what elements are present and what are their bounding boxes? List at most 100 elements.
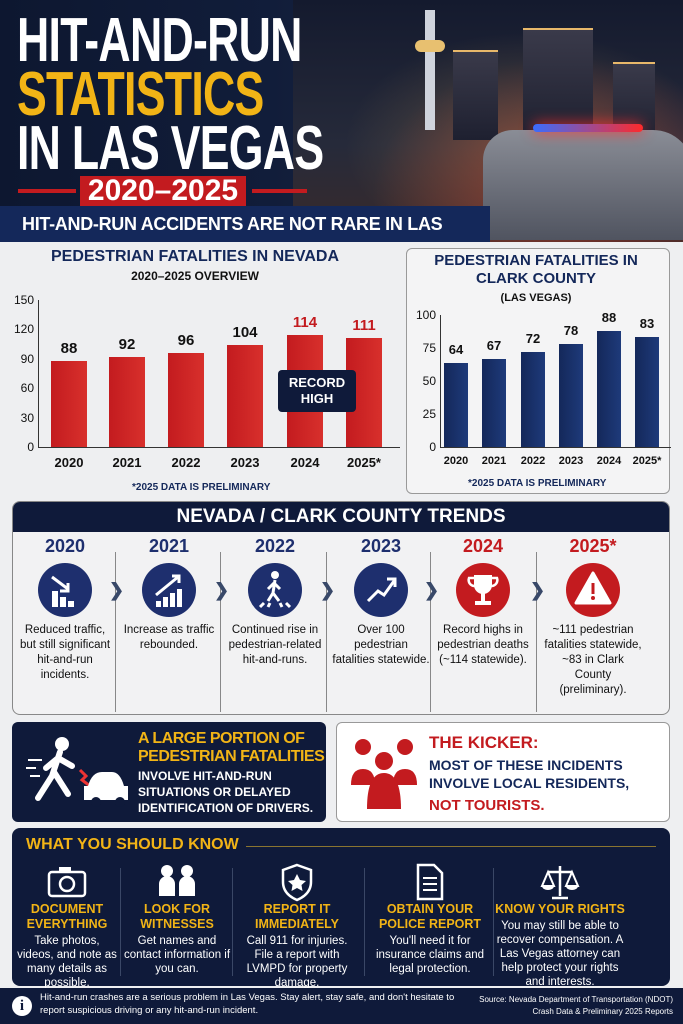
bar-value-label: 83 — [639, 316, 655, 332]
know-text: Take photos, videos, and note as many de… — [17, 935, 117, 989]
y-tick-label: 120 — [13, 322, 34, 337]
x-tick-label: 2021 — [481, 455, 507, 467]
city-night-image — [293, 0, 683, 242]
footer-source: Source: Nevada Department of Transportat… — [465, 994, 673, 1018]
x-tick-label: 2024 — [596, 455, 622, 467]
trend-item-2020: 2020 Reduced traffic, but still significa… — [16, 536, 114, 683]
bar — [168, 352, 204, 447]
x-tick-label: 2023 — [230, 455, 260, 470]
x-tick-label: 2020 — [443, 455, 469, 467]
divider — [18, 189, 76, 193]
y-tick-label: 50 — [422, 374, 436, 388]
chart-up-icon — [142, 563, 196, 617]
building — [523, 28, 593, 138]
police-badge-icon — [236, 862, 358, 902]
trend-year: 2024 — [462, 536, 504, 556]
y-axis-line — [38, 300, 39, 447]
trend-year: 2022 — [254, 536, 296, 556]
know-text: Call 911 for injuries. File a report wit… — [246, 935, 348, 989]
bar-value-label: 92 — [118, 335, 136, 353]
trend-year: 2023 — [360, 536, 402, 556]
trend-text: ~111 pedestrian fatalities statewide, ~8… — [544, 624, 642, 696]
camera-icon — [16, 862, 118, 902]
divider — [364, 868, 365, 976]
chevron-right-icon: ❯ — [424, 580, 440, 600]
divider — [252, 189, 307, 193]
chevron-right-icon: ❯ — [109, 580, 125, 600]
divider — [536, 552, 537, 712]
trend-year: 2020 — [44, 536, 86, 556]
y-tick-label: 60 — [20, 381, 34, 396]
y-tick-label: 0 — [429, 440, 436, 454]
chart-down-icon — [38, 563, 92, 617]
know-title: WHAT YOU SHOULD KNOW — [26, 836, 239, 853]
trend-up-icon — [354, 563, 408, 617]
divider — [115, 552, 116, 712]
bar-value-label: 64 — [448, 341, 464, 357]
know-text: You'll need it for insurance claims and … — [375, 935, 485, 975]
stratosphere-tower — [425, 10, 435, 130]
know-text: Get names and contact information if you… — [123, 935, 231, 975]
bar-value-label: 78 — [563, 323, 579, 339]
x-tick-label: 2025* — [632, 455, 662, 467]
divider — [326, 552, 327, 712]
chevron-right-icon: ❯ — [214, 580, 230, 600]
document-icon — [371, 862, 489, 902]
trend-text: Continued rise in pedestrian-related hit… — [228, 624, 322, 666]
bar-value-label: 88 — [601, 309, 617, 325]
trend-text: Record highs in pedestrian deaths (~114 … — [437, 624, 529, 666]
bar — [109, 356, 145, 447]
hero-banner: HIT-AND-RUN STATISTICS IN LAS VEGAS 2020… — [0, 0, 683, 242]
footer-message: Hit-and-run crashes are a serious proble… — [40, 992, 455, 1016]
divider — [232, 868, 233, 976]
bar — [51, 360, 87, 447]
divider — [220, 552, 221, 712]
police-car — [483, 130, 683, 240]
trend-year: 2021 — [148, 536, 190, 556]
chevron-right-icon: ❯ — [530, 580, 546, 600]
people-icon — [123, 862, 231, 902]
trend-item-2024: 2024 Record highs in pedestrian deaths (~… — [434, 536, 532, 668]
kicker-heading: THE KICKER: — [429, 733, 539, 752]
bar-value-label: 111 — [352, 317, 376, 335]
scales-icon — [495, 862, 625, 902]
bar-value-label: 104 — [232, 324, 258, 342]
trophy-icon — [456, 563, 510, 617]
large-portion-box: A LARGE PORTION OF PEDESTRIAN FATALITIES… — [12, 722, 326, 822]
tower-pod — [415, 40, 445, 52]
kicker-highlight: NOT TOURISTS. — [429, 797, 545, 814]
pedestrian-crosswalk-icon — [248, 563, 302, 617]
know-item: REPORT IT IMMEDIATELY Call 911 for injuri… — [236, 862, 358, 990]
y-axis-line — [440, 315, 441, 447]
clark-chart-note: *2025 DATA IS PRELIMINARY — [468, 478, 607, 489]
know-item: LOOK FOR WITNESSES Get names and contact … — [123, 862, 231, 976]
divider — [246, 846, 656, 847]
x-tick-label: 2020 — [54, 455, 84, 470]
portion-body: INVOLVE HIT-AND-RUN SITUATIONS OR DELAYE… — [138, 769, 314, 815]
x-tick-label: 2023 — [558, 455, 584, 467]
footer: i Hit-and-run crashes are a serious prob… — [0, 988, 683, 1024]
warning-icon — [566, 563, 620, 617]
source-line-1: Source: Nevada Department of Transportat… — [479, 995, 673, 1004]
chevron-right-icon: ❯ — [320, 580, 336, 600]
nevada-chart-subtitle: 2020–2025 OVERVIEW — [131, 269, 259, 283]
trend-text: Increase as traffic rebounded. — [123, 624, 215, 651]
bar-value-label: 114 — [292, 314, 318, 332]
title-line-1: HIT-AND-RUN — [17, 6, 302, 75]
record-high-callout: RECORD HIGH — [278, 370, 356, 412]
info-icon: i — [12, 996, 32, 1016]
x-tick-label: 2021 — [112, 455, 142, 470]
trends-title: NEVADA / CLARK COUNTY TRENDS — [13, 502, 669, 532]
y-tick-label: 75 — [422, 341, 436, 355]
know-heading: KNOW YOUR RIGHTS — [495, 902, 625, 916]
x-tick-label: 2022 — [171, 455, 201, 470]
bar — [521, 351, 545, 447]
group-people-icon — [351, 739, 417, 809]
know-heading: OBTAIN YOUR POLICE REPORT — [378, 902, 482, 931]
know-heading: LOOK FOR WITNESSES — [140, 902, 214, 931]
police-lights — [533, 124, 643, 132]
bar-value-label: 72 — [525, 330, 541, 346]
trend-item-2021: 2021 Increase as traffic rebounded. — [120, 536, 218, 653]
portion-heading-2: PEDESTRIAN FATALITIES — [138, 748, 325, 765]
nevada-chart-note: *2025 DATA IS PRELIMINARY — [132, 482, 271, 493]
